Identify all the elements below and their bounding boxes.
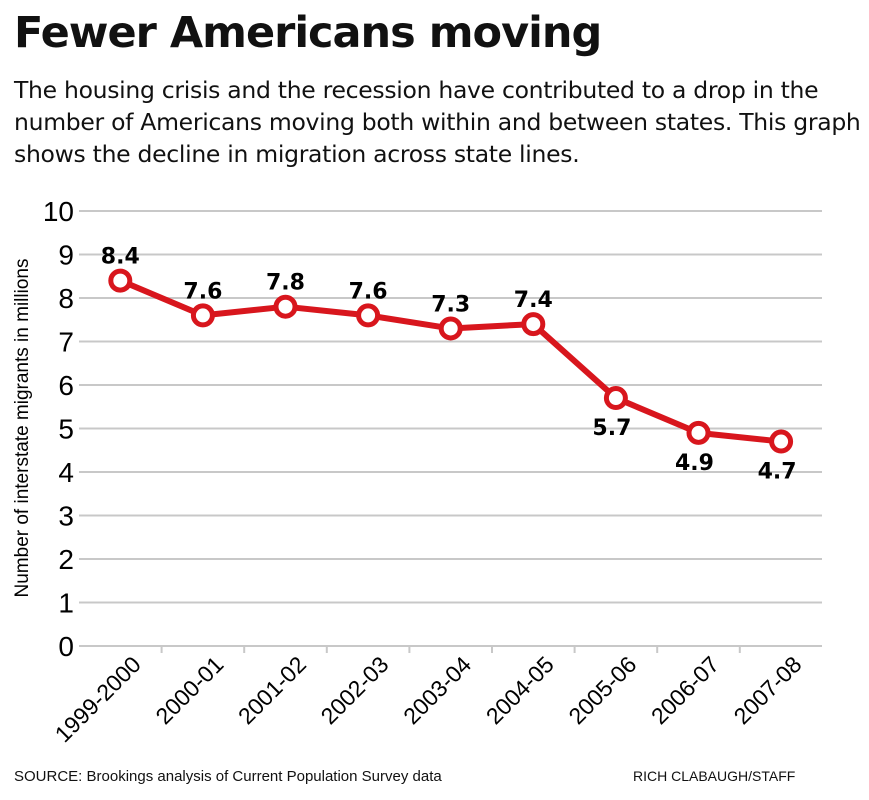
source-note: SOURCE: Brookings analysis of Current Po…: [14, 768, 442, 785]
data-label: 8.4: [101, 245, 140, 270]
y-axis-label: Number of interstate migrants in million…: [12, 259, 33, 598]
y-tick-label: 4: [58, 457, 74, 488]
data-point: [438, 316, 463, 341]
data-label: 7.4: [514, 288, 553, 313]
x-tick-label: 2005-06: [563, 651, 641, 729]
data-point: [769, 429, 794, 454]
data-point: [190, 303, 215, 328]
x-tick-label: 2003-04: [398, 651, 476, 729]
data-point: [686, 420, 711, 445]
data-label: 7.6: [349, 279, 388, 304]
data-point: [108, 268, 133, 293]
y-tick-label: 8: [58, 283, 74, 314]
credit-note: RICH CLABAUGH/STAFF: [633, 768, 796, 784]
data-point: [273, 294, 298, 319]
chart-subtitle: The housing crisis and the recession hav…: [14, 76, 861, 168]
y-tick-label: 5: [58, 414, 74, 445]
data-label: 7.3: [431, 292, 470, 317]
y-tick-label: 1: [58, 588, 74, 619]
x-tick-label: 2007-08: [729, 651, 807, 729]
x-tick-label: 2002-03: [316, 651, 394, 729]
y-tick-label: 10: [43, 196, 74, 227]
y-tick-label: 6: [58, 370, 74, 401]
y-tick-label: 2: [58, 544, 74, 575]
y-tick-label: 7: [58, 327, 74, 358]
data-label: 7.8: [266, 271, 305, 296]
data-point: [603, 386, 628, 411]
x-tick-label: 2004-05: [481, 651, 559, 729]
data-label: 7.6: [183, 279, 222, 304]
data-point: [356, 303, 381, 328]
data-label: 4.7: [758, 460, 797, 485]
y-tick-label: 9: [58, 240, 74, 271]
chart-title: Fewer Americans moving: [14, 8, 602, 58]
data-label: 4.9: [675, 451, 714, 476]
x-tick-label: 1999-2000: [50, 651, 146, 747]
x-tick-label: 2000-01: [150, 651, 228, 729]
y-tick-label: 0: [58, 631, 74, 662]
x-tick-label: 2006-07: [646, 651, 724, 729]
y-tick-label: 3: [58, 501, 74, 532]
data-label: 5.7: [592, 416, 631, 441]
data-point: [521, 312, 546, 337]
x-tick-label: 2001-02: [233, 651, 311, 729]
